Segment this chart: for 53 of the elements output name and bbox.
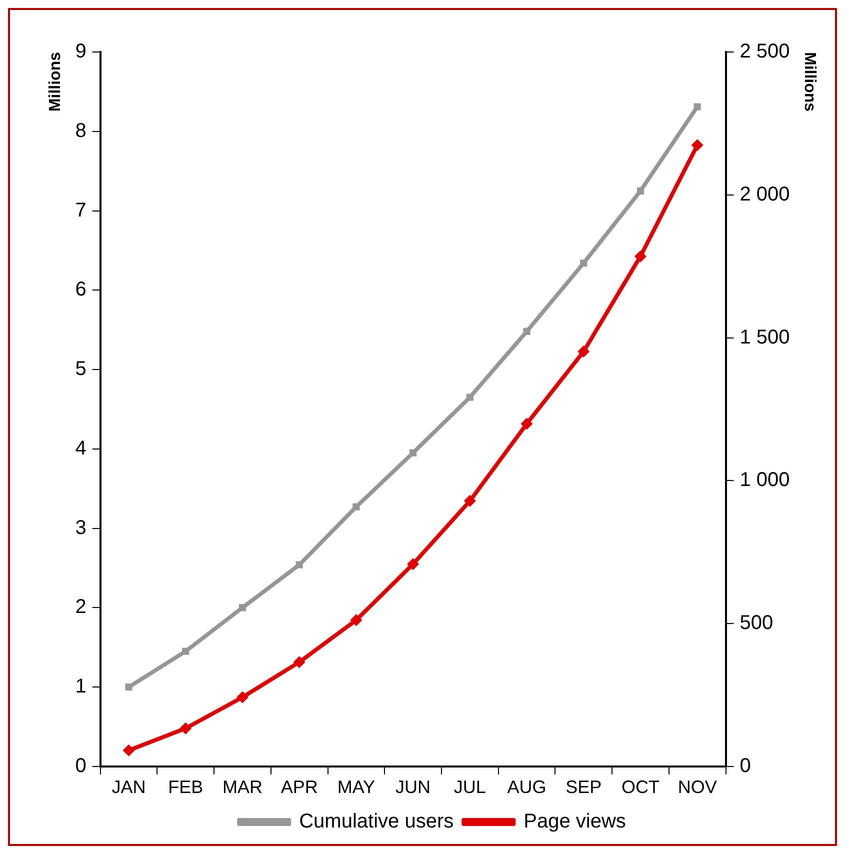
- point: [466, 394, 474, 401]
- point: [350, 614, 362, 626]
- point: [464, 494, 476, 507]
- point: [410, 449, 417, 456]
- x-tick-label: FEB: [168, 777, 204, 798]
- y-tick-label: 3: [75, 516, 86, 539]
- y-tick-label: 2: [75, 596, 86, 618]
- point: [293, 656, 306, 668]
- y-tick-label: 0: [75, 754, 86, 777]
- point: [352, 503, 360, 510]
- point: [122, 744, 135, 756]
- point: [694, 103, 701, 110]
- point: [580, 260, 588, 267]
- point: [634, 250, 646, 262]
- x-tick-label: SEP: [566, 777, 602, 798]
- x-tick-label: MAY: [337, 777, 376, 798]
- point: [296, 561, 303, 568]
- x-tick-label: AUG: [507, 777, 546, 798]
- point: [180, 722, 192, 734]
- point: [636, 187, 644, 194]
- x-tick-label: NOV: [678, 777, 717, 798]
- y2-tick-label: 2 500: [740, 40, 790, 63]
- y-axis-title: Millions: [47, 52, 64, 112]
- point: [238, 604, 246, 612]
- x-tick-label: JUL: [454, 777, 486, 798]
- y2-axis-title: Millions: [800, 52, 818, 112]
- x-tick-label: MAR: [222, 777, 262, 798]
- x-tick-label: JAN: [112, 777, 146, 798]
- point: [523, 328, 530, 335]
- legend-label: Page views: [524, 810, 626, 833]
- y-tick-label: 7: [75, 199, 86, 222]
- legend-label: Cumulative users: [299, 810, 454, 833]
- x-tick-label: JUN: [396, 777, 431, 798]
- y2-tick-label: 0: [740, 754, 751, 777]
- point: [520, 418, 533, 430]
- y2-tick-label: 1 000: [740, 469, 790, 492]
- y-tick-label: 5: [75, 358, 86, 380]
- y2-tick-label: 2 000: [740, 183, 790, 206]
- point: [407, 558, 420, 570]
- point: [236, 691, 248, 704]
- point: [182, 648, 190, 655]
- point: [578, 345, 590, 358]
- y2-tick-label: 1 500: [740, 326, 790, 348]
- y-tick-label: 1: [75, 676, 86, 698]
- x-tick-label: APR: [280, 777, 318, 798]
- point: [691, 139, 704, 152]
- y-tick-label: 6: [75, 278, 86, 301]
- point: [125, 683, 132, 691]
- x-tick-label: OCT: [621, 777, 660, 798]
- y2-tick-label: 500: [740, 612, 774, 634]
- y-tick-label: 9: [75, 40, 86, 63]
- y-tick-label: 8: [75, 120, 86, 142]
- y-tick-label: 4: [75, 437, 86, 460]
